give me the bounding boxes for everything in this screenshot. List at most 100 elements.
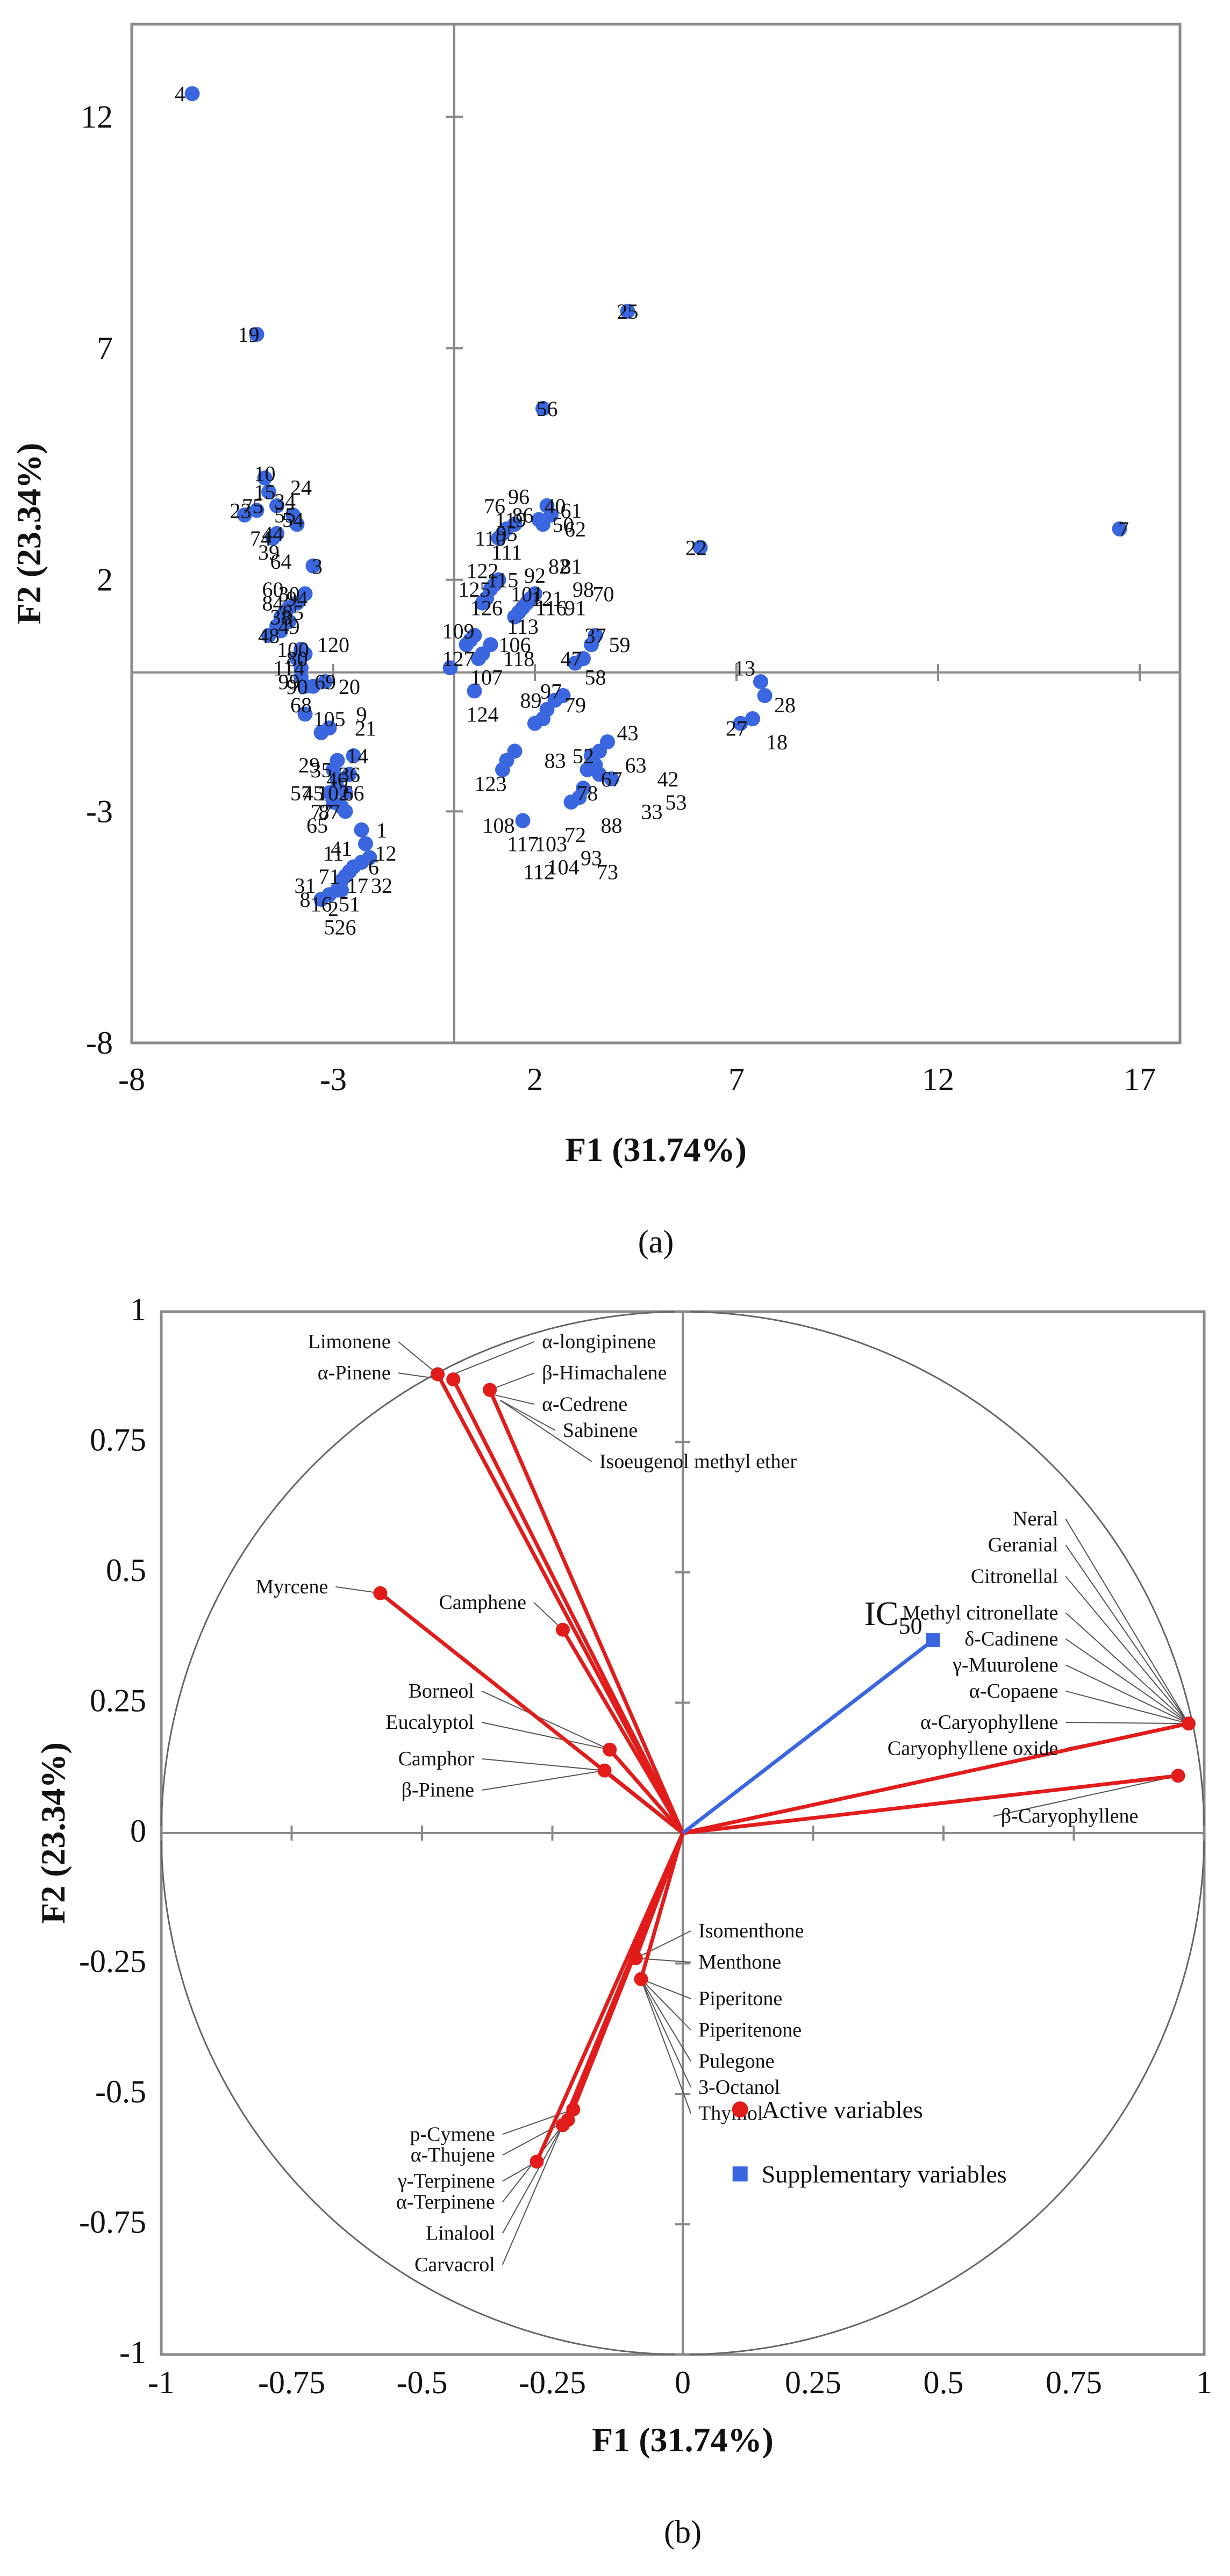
legend-marker-supplementary bbox=[732, 2166, 748, 2182]
variable-label: Sabinene bbox=[563, 1419, 638, 1442]
y-tick-label: 0.5 bbox=[106, 1552, 146, 1588]
point-label: 99 bbox=[278, 670, 300, 694]
variable-leader-line bbox=[502, 2124, 563, 2234]
variable-label: α-Terpinene bbox=[396, 2191, 495, 2213]
x-tick-label: -1 bbox=[148, 2365, 175, 2400]
variable-leader-line bbox=[640, 1979, 692, 2114]
point-label: 112 bbox=[523, 860, 555, 884]
variable-leader-line bbox=[502, 2109, 574, 2135]
score-point bbox=[346, 748, 361, 763]
variable-leader-line bbox=[640, 1978, 691, 2030]
variable-label: Camphene bbox=[439, 1591, 526, 1614]
active-variable-vector bbox=[682, 1721, 1189, 1835]
variable-label: Eucalyptol bbox=[385, 1711, 474, 1734]
point-label: 84 bbox=[262, 591, 284, 616]
x-tick-label: 17 bbox=[1124, 1062, 1156, 1097]
point-label: 75 bbox=[242, 494, 263, 518]
point-label: 3 bbox=[312, 554, 323, 578]
point-label: 58 bbox=[585, 666, 606, 690]
x-tick-label: -0.5 bbox=[397, 2365, 448, 2400]
point-label: 114 bbox=[273, 656, 305, 680]
score-point bbox=[305, 558, 321, 574]
score-point bbox=[584, 637, 599, 653]
point-label: 81 bbox=[561, 554, 582, 578]
x-axis-title: F1 (31.74%) bbox=[592, 2421, 774, 2459]
variable-label: β-Himachalene bbox=[542, 1362, 667, 1384]
score-point bbox=[467, 683, 482, 699]
variable-leader-line bbox=[481, 1758, 605, 1771]
variable-label: α-Pinene bbox=[318, 1362, 391, 1384]
y-axis-title: F2 (23.34%) bbox=[34, 1742, 72, 1924]
variable-label: p-Cymene bbox=[410, 2123, 495, 2145]
active-variable-point bbox=[1171, 1769, 1185, 1783]
point-label: 92 bbox=[524, 563, 546, 588]
x-tick-label: -0.75 bbox=[258, 2365, 325, 2400]
x-tick-label: 1 bbox=[1196, 2365, 1212, 2400]
active-variable-vector bbox=[436, 1373, 685, 1834]
point-label: 123 bbox=[475, 772, 507, 796]
active-variable-point bbox=[597, 1763, 612, 1778]
variable-label: α-Caryophyllene bbox=[920, 1711, 1058, 1734]
score-point bbox=[261, 484, 276, 499]
score-point bbox=[265, 531, 281, 546]
point-label: 82 bbox=[548, 554, 570, 578]
point-label: 50 bbox=[553, 512, 574, 536]
variable-label: Thymol bbox=[698, 2102, 763, 2125]
variable-label: β-Pinene bbox=[402, 1779, 474, 1801]
variable-leader-line bbox=[453, 1341, 535, 1375]
score-point bbox=[269, 498, 284, 513]
active-variable-point bbox=[530, 2155, 544, 2169]
variable-leader-line bbox=[489, 1372, 535, 1391]
variable-label: 3-Octanol bbox=[698, 2076, 780, 2099]
variable-label: Piperitenone bbox=[698, 2019, 802, 2041]
point-label: 29 bbox=[298, 753, 320, 777]
point-label: 17 bbox=[347, 874, 368, 898]
score-point bbox=[515, 813, 531, 828]
point-label: 6 bbox=[368, 855, 379, 879]
y-tick-label: -8 bbox=[86, 1025, 113, 1061]
variable-leader-line bbox=[1065, 1664, 1189, 1725]
score-point bbox=[459, 637, 474, 653]
x-tick-label: 0.5 bbox=[924, 2365, 964, 2400]
active-variable-point bbox=[431, 1367, 445, 1382]
point-label: 39 bbox=[258, 540, 280, 564]
point-label: 65 bbox=[306, 813, 328, 838]
point-label: 125 bbox=[459, 577, 491, 602]
variable-label: γ-Terpinene bbox=[397, 2170, 495, 2193]
point-label: 31 bbox=[295, 874, 316, 898]
point-label: 25 bbox=[617, 299, 639, 324]
x-tick-label: -0.25 bbox=[519, 2365, 586, 2400]
x-axis-title: F1 (31.74%) bbox=[565, 1130, 747, 1169]
point-label: 69 bbox=[314, 670, 336, 694]
variable-label: Caryophyllene oxide bbox=[888, 1737, 1059, 1760]
plot-frame bbox=[130, 23, 1182, 1044]
point-label: 124 bbox=[467, 702, 499, 726]
point-label: 10 bbox=[254, 462, 276, 486]
variable-leader-line bbox=[1065, 1638, 1189, 1725]
point-label: 32 bbox=[371, 874, 392, 898]
x-tick-label: 0 bbox=[675, 2365, 691, 2400]
score-point bbox=[184, 86, 200, 102]
variable-label: δ-Cadinene bbox=[964, 1628, 1058, 1650]
variable-label: Camphor bbox=[398, 1748, 475, 1770]
active-variable-vector bbox=[452, 1378, 685, 1834]
variable-leader-line bbox=[500, 1400, 556, 1431]
active-variable-point bbox=[1181, 1716, 1196, 1731]
variable-leader-line bbox=[1065, 1690, 1189, 1725]
point-label: 57 bbox=[290, 781, 312, 805]
x-tick-label: -8 bbox=[118, 1062, 145, 1097]
point-label: 40 bbox=[545, 494, 566, 518]
variable-leader-line bbox=[635, 1930, 691, 1959]
score-point bbox=[491, 531, 506, 546]
point-label: 118 bbox=[503, 647, 535, 671]
point-label: 49 bbox=[278, 614, 300, 639]
y-tick-label: -0.25 bbox=[79, 1944, 146, 1979]
y-axis-title: F2 (23.34%) bbox=[10, 443, 48, 625]
point-label: 120 bbox=[317, 633, 349, 657]
score-point bbox=[733, 715, 748, 731]
legend-label: Active variables bbox=[762, 2096, 923, 2123]
active-variable-vector bbox=[608, 1748, 684, 1835]
score-point bbox=[580, 762, 595, 777]
score-point bbox=[237, 507, 252, 523]
